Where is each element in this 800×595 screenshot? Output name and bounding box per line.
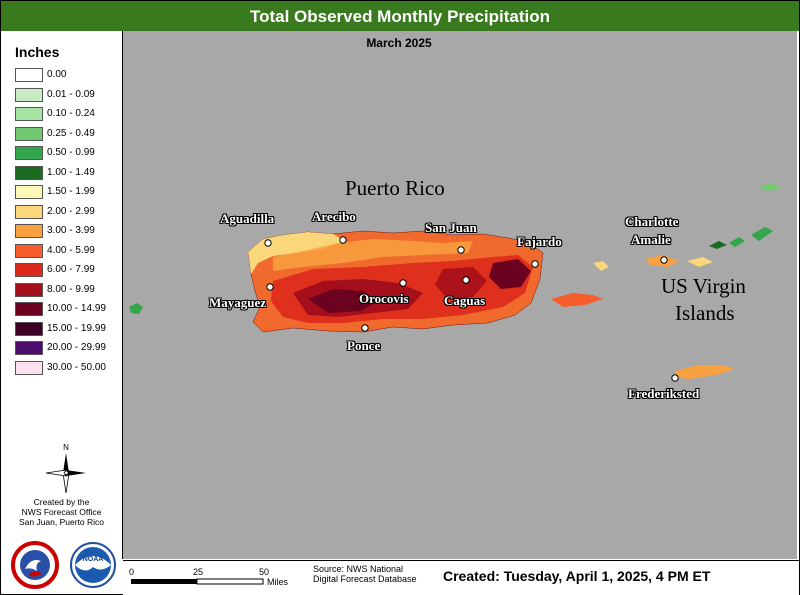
legend-label: 3.00 - 3.99 [47, 225, 95, 236]
legend-label: 6.00 - 7.99 [47, 264, 95, 275]
city-label-fajardo: Fajardo [517, 234, 562, 249]
created-timestamp: Created: Tuesday, April 1, 2025, 4 PM ET [443, 568, 711, 584]
legend-swatch [15, 321, 43, 336]
legend-swatch [15, 68, 43, 82]
city-label-frederiksted: Frederiksted [628, 386, 700, 401]
legend-label: 0.01 - 0.09 [47, 88, 95, 100]
legend-label: 4.00 - 5.99 [47, 244, 95, 256]
city-dot-san-juan [457, 246, 465, 254]
legend-label: 10.00 - 14.99 [47, 303, 106, 314]
label-usvi-line1: US Virgin [661, 274, 746, 298]
source-line-1: Source: NWS National [313, 564, 404, 574]
legend-swatch [15, 146, 43, 160]
city-dot-fajardo [531, 260, 539, 268]
legend-swatch [15, 185, 43, 199]
north-arrow-icon: N [45, 443, 86, 494]
st-john-island [687, 257, 713, 267]
legend-swatch [15, 243, 43, 258]
label-puerto-rico: Puerto Rico [345, 176, 445, 200]
legend-swatch [15, 341, 43, 355]
legend-label: 0.50 - 0.99 [47, 147, 95, 158]
noaa-logo-text: NOAA [83, 556, 104, 563]
precip-zone-medium [273, 239, 473, 271]
source-text: Source: NWS National Digital Forecast Da… [313, 564, 417, 584]
city-dot-aguadilla [264, 239, 272, 247]
legend-swatch [15, 263, 43, 277]
agency-logos: NOAA [11, 541, 116, 589]
map-subtitle: March 2025 [366, 36, 432, 50]
scale-unit: Miles [267, 577, 289, 587]
legend-label: 0.00 [47, 69, 67, 80]
legend-label: 1.00 - 1.49 [47, 166, 95, 178]
bvi-island-1 [709, 241, 727, 249]
city-dot-ponce [361, 324, 369, 332]
scale-bar: 0 25 50 Miles [129, 567, 289, 587]
city-dot-orocovis [399, 279, 407, 287]
legend-swatch [15, 302, 43, 316]
nws-logo [11, 541, 59, 589]
city-label-san-juan: San Juan [425, 220, 477, 235]
legend-swatch [15, 107, 43, 121]
vieques-island [551, 293, 603, 307]
map-canvas[interactable]: March 2025 Puerto Rico US Virgin Islands… [123, 31, 797, 559]
scale-tick-50: 50 [259, 567, 269, 577]
culebra-island [593, 261, 609, 271]
legend-label: 0.10 - 0.24 [47, 108, 95, 119]
city-dot-frederiksted [671, 374, 679, 382]
legend-label: 1.50 - 1.99 [47, 186, 95, 197]
legend-label: 30.00 - 50.00 [47, 361, 106, 373]
legend-swatch [15, 165, 43, 180]
legend-swatch [15, 204, 43, 219]
map-title: Total Observed Monthly Precipitation [1, 1, 799, 31]
city-label-orocovis: Orocovis [359, 291, 409, 306]
legend-swatch [15, 360, 43, 375]
legend-swatch [15, 282, 43, 297]
legend-label: 0.25 - 0.49 [47, 127, 95, 139]
city-label-ponce: Ponce [347, 338, 381, 353]
credit-line-2: NWS Forecast Office [21, 507, 102, 517]
noaa-logo: NOAA [70, 542, 116, 588]
legend-title: Inches [15, 44, 60, 60]
map-layer [129, 183, 781, 382]
st-croix-island [675, 365, 735, 379]
footer-bar: 0 25 50 Miles Source: NWS National Digit… [123, 560, 799, 595]
source-line-2: Digital Forecast Database [313, 574, 417, 584]
city-dot-arecibo [339, 236, 347, 244]
city-label-caguas: Caguas [444, 293, 486, 308]
north-label: N [63, 443, 69, 452]
legend-label: 2.00 - 2.99 [47, 205, 95, 217]
scale-tick-0: 0 [129, 567, 134, 577]
bvi-island-2 [729, 237, 745, 247]
legend-label: 15.00 - 19.99 [47, 322, 106, 334]
city-label-aguadilla: Aguadilla [220, 211, 275, 226]
credit-line-1: Created by the [33, 497, 90, 507]
label-usvi-line2: Islands [675, 301, 735, 325]
city-dot-charlotte-amalie [660, 256, 668, 264]
precip-zone-very-heavy-east [435, 267, 487, 299]
city-label-charlotte: Charlotte [625, 214, 679, 229]
credit-line-3: San Juan, Puerto Rico [18, 517, 105, 527]
precip-zone-extreme-east [489, 259, 531, 289]
bvi-island-3 [751, 227, 773, 241]
city-dot-mayaguez [266, 283, 274, 291]
legend-label: 20.00 - 29.99 [47, 342, 106, 353]
city-label-mayaguez: Mayaguez [209, 295, 267, 310]
legend-swatch [15, 224, 43, 238]
precip-zone-extreme-west [308, 289, 378, 313]
legend-swatch [15, 126, 43, 141]
legend-panel: Inches 0.00 0.01 - 0.09 0.10 - 0.24 0.25 - … [1, 31, 123, 589]
bvi-island-4 [759, 183, 781, 191]
scale-tick-25: 25 [193, 567, 203, 577]
islet-west [129, 303, 143, 314]
city-label-arecibo: Arecibo [312, 209, 356, 224]
city-label-amalie: Amalie [631, 232, 671, 247]
credit-text: Created by the NWS Forecast Office San J… [1, 497, 122, 527]
city-dot-caguas [462, 276, 470, 284]
legend-swatch [15, 87, 43, 102]
legend-label: 8.00 - 9.99 [47, 283, 95, 295]
